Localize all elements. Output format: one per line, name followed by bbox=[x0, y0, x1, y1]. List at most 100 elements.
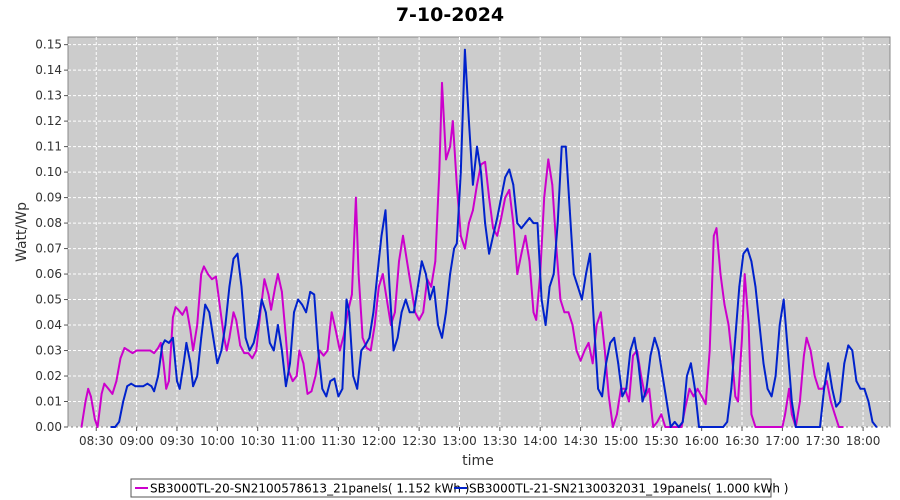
data-point bbox=[544, 324, 547, 326]
data-point bbox=[267, 293, 270, 296]
data-point bbox=[742, 252, 745, 255]
data-point bbox=[472, 209, 474, 212]
data-point bbox=[433, 285, 435, 288]
data-point bbox=[114, 426, 116, 428]
data-point bbox=[240, 285, 243, 288]
data-point bbox=[665, 400, 668, 403]
data-point bbox=[176, 380, 178, 382]
data-point bbox=[813, 375, 816, 377]
data-point bbox=[295, 375, 298, 377]
data-point bbox=[811, 426, 813, 428]
data-point bbox=[402, 234, 404, 237]
data-point bbox=[831, 387, 834, 390]
data-point bbox=[119, 357, 122, 360]
data-point bbox=[617, 362, 620, 365]
y-tick-label: 0.04 bbox=[35, 318, 62, 332]
data-point bbox=[488, 196, 490, 199]
data-point bbox=[192, 349, 195, 352]
x-tick-label: 12:30 bbox=[402, 434, 437, 448]
data-point bbox=[577, 285, 579, 288]
data-point bbox=[726, 421, 729, 423]
data-point bbox=[579, 359, 582, 362]
data-point bbox=[451, 120, 454, 122]
data-point bbox=[827, 362, 829, 365]
data-point bbox=[520, 252, 523, 255]
x-tick-label: 16:30 bbox=[725, 434, 760, 448]
x-tick-label: 09:30 bbox=[160, 434, 195, 448]
data-point bbox=[203, 265, 205, 268]
data-point bbox=[196, 324, 199, 326]
data-point bbox=[817, 387, 820, 390]
data-point bbox=[130, 382, 133, 385]
data-point bbox=[692, 395, 695, 398]
data-point bbox=[338, 349, 341, 352]
data-point bbox=[504, 176, 507, 179]
y-tick-label: 0.10 bbox=[35, 165, 62, 179]
data-point bbox=[248, 349, 251, 352]
data-point bbox=[680, 426, 683, 428]
data-point bbox=[385, 298, 388, 301]
legend-box bbox=[130, 478, 772, 498]
data-point bbox=[369, 349, 372, 352]
data-point bbox=[103, 382, 106, 385]
data-point bbox=[730, 387, 733, 390]
legend-label-series-1: SB3000TL-20-SN2100578613_21panels( 1.152… bbox=[150, 482, 469, 496]
data-point bbox=[657, 349, 660, 352]
data-point bbox=[784, 413, 786, 416]
data-point bbox=[480, 171, 482, 174]
series-1-points bbox=[80, 82, 844, 428]
data-point bbox=[185, 306, 188, 309]
data-point bbox=[131, 352, 134, 354]
data-point bbox=[488, 252, 490, 255]
data-point bbox=[84, 400, 87, 403]
data-point bbox=[321, 387, 324, 390]
data-point bbox=[361, 336, 364, 339]
data-point bbox=[394, 311, 396, 314]
data-point bbox=[605, 362, 607, 365]
data-point bbox=[587, 342, 590, 344]
data-point bbox=[260, 298, 263, 301]
x-tick-label: 18:00 bbox=[846, 434, 881, 448]
data-point bbox=[365, 347, 368, 349]
data-point bbox=[823, 387, 825, 390]
y-tick-label: 0.06 bbox=[35, 267, 62, 281]
data-point bbox=[838, 426, 840, 428]
data-point bbox=[406, 260, 408, 263]
data-point bbox=[126, 385, 129, 388]
data-point bbox=[127, 349, 130, 352]
data-point bbox=[94, 418, 96, 421]
data-point bbox=[664, 426, 667, 428]
data-point bbox=[333, 377, 336, 380]
data-point bbox=[686, 375, 688, 377]
data-point bbox=[449, 273, 451, 275]
data-point bbox=[750, 413, 753, 416]
data-point bbox=[341, 387, 344, 390]
y-tick-label: 0.08 bbox=[35, 216, 62, 230]
data-point bbox=[351, 293, 353, 296]
x-tick-label: 17:00 bbox=[765, 434, 800, 448]
data-point bbox=[459, 234, 462, 237]
data-point bbox=[216, 362, 219, 365]
data-point bbox=[741, 336, 743, 339]
y-tick-label: 0.13 bbox=[35, 89, 62, 103]
data-point bbox=[368, 336, 371, 339]
data-point bbox=[468, 222, 470, 225]
x-tick-label: 09:00 bbox=[119, 434, 154, 448]
data-point bbox=[225, 349, 228, 352]
data-point bbox=[560, 145, 563, 148]
data-point bbox=[859, 387, 862, 390]
data-point bbox=[420, 260, 423, 263]
data-point bbox=[632, 354, 634, 357]
data-point bbox=[200, 336, 203, 339]
data-point bbox=[468, 120, 470, 122]
x-tick-label: 11:00 bbox=[281, 434, 316, 448]
data-point bbox=[164, 339, 166, 342]
data-point bbox=[313, 293, 316, 296]
data-point bbox=[211, 278, 213, 281]
data-point bbox=[528, 260, 531, 263]
data-point bbox=[329, 380, 332, 382]
data-point bbox=[396, 336, 399, 339]
data-point bbox=[575, 349, 578, 352]
data-point bbox=[628, 400, 630, 403]
data-point bbox=[138, 385, 141, 388]
